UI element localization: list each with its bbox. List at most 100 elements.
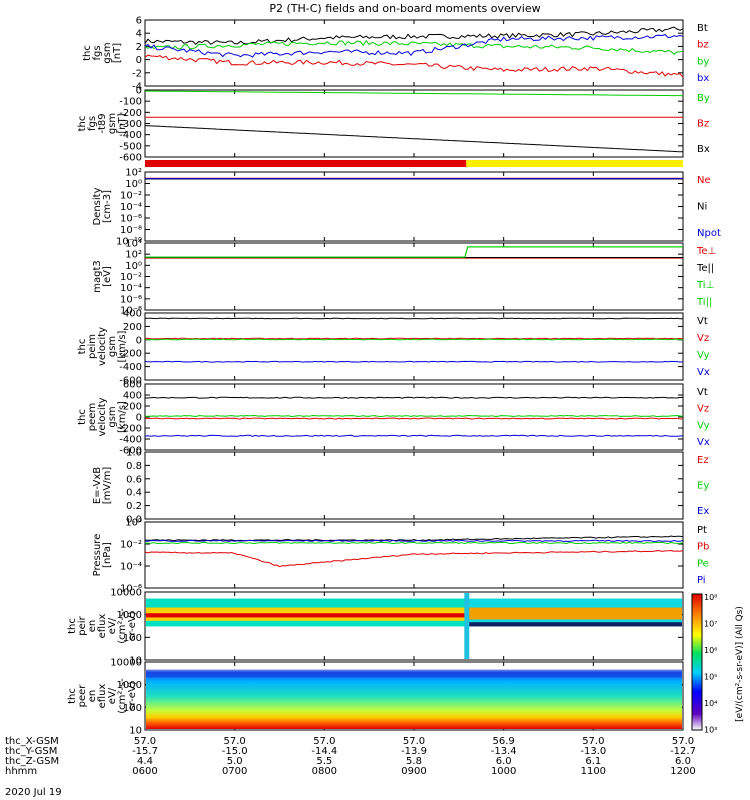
- y-label-line: velocity: [97, 397, 108, 436]
- series-line-Pi: [144, 539, 684, 542]
- y-label-line: eV/: [107, 687, 118, 704]
- y-tick-label: -4: [132, 82, 142, 93]
- y-tick-label: 10⁻²: [120, 540, 142, 551]
- series-line-Ti||: [145, 246, 683, 258]
- y-label-line: eV/: [107, 617, 118, 634]
- colorbar-label: [eV/(cm²-s-sr-eV)] (All Qs): [735, 606, 745, 722]
- x-tick-label: 6.0: [675, 756, 691, 767]
- y-tick-label: 0.0: [126, 515, 142, 526]
- y-tick-label: 100: [123, 703, 142, 714]
- legend-Vz: Vz: [697, 333, 709, 344]
- x-tick-label: -15.7: [132, 746, 158, 757]
- y-label-line: peim: [87, 334, 98, 359]
- colorbar: 10⁸ 10⁷ 10⁶ 10⁵ 10⁴ 10³ [eV/(cm²-s-sr-eV)] (Al…: [691, 593, 745, 735]
- series-line-Bt: [144, 26, 684, 45]
- x-tick-label: 0600: [132, 766, 157, 777]
- series-line-Vx: [144, 360, 684, 363]
- y-axis-label: Density [cm-3]: [92, 187, 113, 225]
- plot-title: P2 (TH-C) fields and on-board moments ov…: [269, 2, 540, 15]
- x-tick-label: 5.5: [316, 756, 332, 767]
- legend-Bz: Bz: [697, 119, 709, 130]
- y-tick-label: 400: [123, 391, 142, 402]
- x-tick-label: 1200: [670, 766, 695, 777]
- y-label-line: thc: [67, 688, 78, 704]
- legend-Ey: Ey: [697, 481, 709, 492]
- panel-pressure: 10⁰ 10⁻² 10⁻⁴ 10⁻⁶ Pressure [nPa] Pt Pb Pe Pi: [92, 518, 709, 595]
- series-line-Ti⊥: [145, 246, 683, 258]
- legend-Ti||: Ti||: [696, 297, 712, 308]
- y-label-line: (cm²-s-: [117, 678, 128, 714]
- y-label-line: eflux: [97, 614, 108, 639]
- y-tick-label: -600: [119, 446, 142, 457]
- y-label-line: thc: [77, 409, 88, 425]
- y-label-line: fgs: [92, 45, 103, 60]
- y-tick-label: 10⁻⁶: [120, 214, 142, 225]
- legend-Te⊥: Te⊥: [696, 246, 716, 257]
- x-tick-label: 57.0: [582, 736, 604, 747]
- y-tick-label: 0.6: [126, 474, 142, 485]
- y-label-line: gsm: [107, 336, 118, 357]
- y-tick-label: 10⁴: [125, 239, 142, 250]
- series-line-bx: [144, 34, 684, 58]
- x-axis-labels: thc_X-GSM 57.0 57.0 57.0 57.0 56.9 57.0 57.0 thc…: [5, 736, 696, 777]
- panel-frame: [144, 383, 684, 451]
- legend-bx: bx: [697, 73, 709, 84]
- y-tick-label: 10⁻¹⁰: [116, 237, 142, 248]
- series-line-Bx: [144, 125, 684, 153]
- legend-Vy: Vy: [697, 420, 710, 431]
- panel-frame: [144, 312, 684, 381]
- y-tick-label: 10000: [110, 658, 142, 669]
- x-tick-label: 6.1: [585, 756, 601, 767]
- x-tick-label: 57.0: [224, 736, 246, 747]
- y-axis-label: thc peim velocity gsm [km/s]: [77, 327, 128, 366]
- legend-Npot: Npot: [697, 228, 721, 239]
- x-tick-label: 1000: [491, 766, 516, 777]
- legend-Vx: Vx: [697, 367, 710, 378]
- y-tick-label: -400: [119, 362, 142, 373]
- series-line-bz: [144, 54, 684, 78]
- x-tick-label: 0800: [312, 766, 337, 777]
- x-row-label: thc_Z-GSM: [5, 756, 59, 767]
- y-label-line: [eV]: [102, 266, 113, 287]
- series-group-peem_velocity: [144, 396, 684, 437]
- y-tick-label: 100: [123, 633, 142, 644]
- colorbar-tick: 10⁴: [704, 699, 717, 708]
- y-tick-label: 10000: [110, 588, 142, 599]
- legend-Vz: Vz: [697, 404, 709, 415]
- legend-Te||: Te||: [696, 263, 714, 274]
- y-tick-label: -200: [119, 108, 142, 119]
- date-label: 2020 Jul 19: [5, 787, 62, 798]
- x-tick-label: -12.7: [670, 746, 696, 757]
- series-group-temperature: [145, 246, 683, 259]
- y-tick-label: 1000: [117, 610, 142, 621]
- panel-efield: 1.0 0.8 0.6 0.4 0.2 0.0 E=-VxB [mV/m] Ez Ey Ex: [92, 448, 709, 526]
- y-axis-label: thc peer en eflux eV/(cm²-s-sr-eV): [67, 678, 138, 714]
- series-line-Vt: [145, 396, 684, 399]
- series-line-Vy: [144, 338, 684, 341]
- y-tick-label: 1000: [117, 680, 142, 691]
- legend-Vt: Vt: [697, 316, 708, 327]
- legend-Bt: Bt: [697, 23, 708, 34]
- spec-band: [466, 622, 682, 627]
- y-tick-label: 10⁻⁴: [120, 283, 142, 294]
- series-group-density: [145, 177, 683, 180]
- spec-band: [466, 607, 682, 620]
- series-line-Vy: [144, 414, 684, 418]
- x-tick-label: 6.0: [496, 756, 512, 767]
- colorbar-tick: 10⁷: [704, 620, 717, 629]
- series-group-pressure: [144, 535, 684, 568]
- y-label-line: gsm: [107, 113, 118, 134]
- y-tick-label: 4: [136, 29, 142, 40]
- y-tick-label: 200: [123, 322, 142, 333]
- y-tick-label: -400: [119, 435, 142, 446]
- panel-fgs: 6 4 2 0 -2 -4 thc fgs gsm [nT] Bt bz by bx: [82, 16, 709, 93]
- y-tick-label: -500: [119, 141, 142, 152]
- legend-Bx: Bx: [697, 144, 710, 155]
- y-axis-label: thc fgs -t89 gsm [nT]: [77, 113, 128, 134]
- y-label-line: E=-VxB: [92, 467, 103, 504]
- y-label-line: [nT]: [112, 43, 123, 63]
- y-tick-label: 10⁻⁸: [120, 225, 142, 236]
